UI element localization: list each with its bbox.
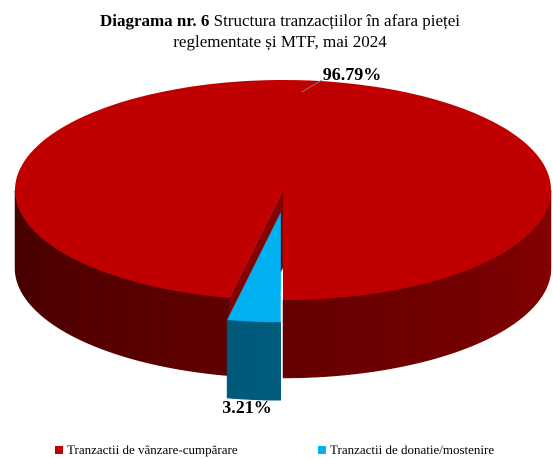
slice-side	[35, 232, 43, 318]
slice-side	[65, 254, 76, 338]
slice-side	[244, 321, 248, 400]
slice-side	[240, 320, 243, 400]
slice-side	[233, 320, 237, 400]
slice-side	[242, 320, 246, 400]
slice-side	[246, 321, 250, 400]
slice-side	[368, 291, 386, 373]
slice-side	[229, 319, 232, 399]
slice-side	[266, 321, 270, 401]
legend-swatch	[55, 446, 63, 454]
slice-side	[536, 217, 543, 305]
slice-side	[264, 321, 268, 401]
slice-top	[227, 212, 281, 323]
slice-side	[445, 272, 460, 356]
slice-side	[249, 321, 252, 400]
title-label: Diagrama nr. 6	[99, 11, 210, 30]
slice-side	[545, 204, 549, 290]
slice-side	[352, 293, 370, 375]
slice-side	[431, 276, 447, 360]
slice-side	[317, 297, 336, 378]
slice-side	[514, 238, 524, 324]
slice-side	[282, 299, 301, 379]
slice-side	[523, 231, 531, 318]
slice-side	[25, 220, 31, 306]
slice-side	[262, 321, 266, 401]
slice-side	[541, 211, 547, 298]
slice-side	[269, 321, 272, 401]
slice-side	[416, 281, 433, 364]
legend-label: Tranzactii de vânzare-cumpărare	[67, 442, 238, 457]
slice-side	[495, 250, 507, 336]
slice-side	[226, 319, 230, 399]
slice-side	[237, 320, 241, 400]
slice-side	[235, 320, 239, 400]
slice-side	[459, 267, 473, 352]
slice-side	[335, 295, 353, 377]
slice-side	[16, 202, 20, 287]
slice-side	[273, 321, 277, 401]
slice-side	[385, 288, 402, 370]
slice-side	[199, 294, 215, 375]
slice-side	[131, 280, 145, 363]
slice-side	[278, 322, 281, 401]
slice-side	[42, 237, 50, 323]
legend-label: Tranzactii de donatie/mostenire	[330, 442, 494, 457]
leader-line	[301, 79, 323, 93]
slice-side	[171, 289, 186, 371]
slice-side	[401, 284, 418, 367]
slice-side	[484, 256, 496, 341]
slice-top	[15, 79, 552, 300]
slice-side	[530, 224, 538, 311]
data-label: 3.21%	[222, 397, 272, 417]
slice-side	[30, 226, 37, 312]
slice-side	[21, 213, 27, 300]
slice-side	[260, 321, 263, 401]
slice-side	[300, 298, 319, 379]
slice-side	[75, 259, 86, 343]
slice-side	[255, 321, 259, 401]
slice-side	[18, 208, 23, 294]
slice-side	[107, 272, 120, 356]
data-label: 96.79%	[323, 64, 382, 84]
slice-side	[505, 244, 516, 330]
slice-side	[157, 286, 172, 369]
legend-swatch	[318, 446, 326, 454]
slice-side	[253, 321, 257, 401]
slice-side	[231, 320, 234, 399]
slice-side	[57, 248, 67, 334]
slice-side	[472, 262, 485, 347]
slice-side	[144, 283, 158, 366]
slice-side	[185, 292, 201, 373]
chart-title: Diagrama nr. 6 Structura tranzacțiilor î…	[60, 10, 500, 52]
title-text: Structura tranzacțiilor în afara pieței …	[173, 11, 461, 51]
slice-side	[275, 322, 279, 401]
slice-side	[49, 243, 58, 328]
slice-side	[95, 268, 108, 352]
slice-side	[118, 276, 132, 360]
slice-side	[548, 197, 551, 283]
slice-side	[251, 321, 255, 400]
slice-side	[257, 321, 261, 401]
slice-side	[271, 321, 275, 401]
slice-side	[85, 263, 97, 348]
